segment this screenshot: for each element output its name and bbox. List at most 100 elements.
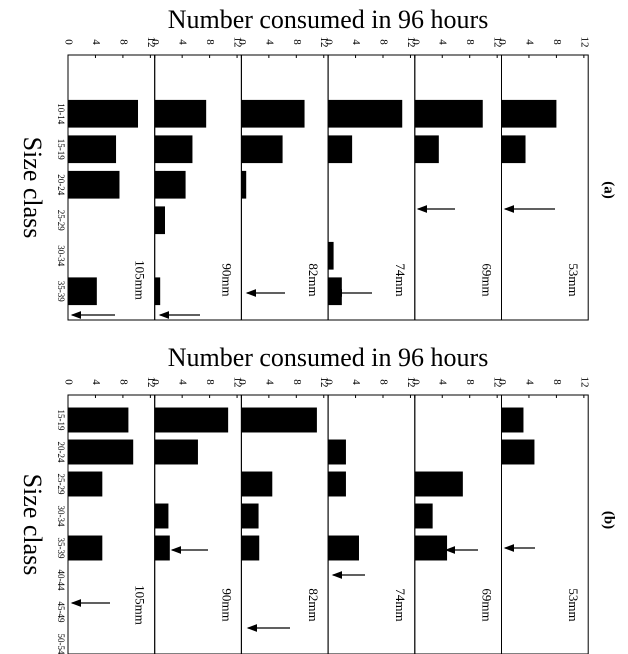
bar — [154, 439, 198, 465]
panel-label: 90mm — [219, 263, 234, 296]
bar — [414, 471, 463, 497]
x-tick-label: 0 — [62, 379, 74, 385]
bar — [328, 135, 353, 164]
category-label: 50-54 — [56, 634, 66, 654]
bar — [328, 99, 403, 128]
x-tick-label: 12 — [232, 377, 244, 388]
bar — [501, 407, 524, 433]
x-tick-label: 12 — [145, 37, 157, 48]
bar — [414, 535, 448, 561]
x-tick-label: 12 — [405, 37, 417, 48]
panel-label: 74mm — [393, 588, 408, 621]
x-tick-label: 12 — [492, 377, 504, 388]
x-tick-label: 4 — [90, 379, 102, 385]
panel-label: 105mm — [133, 260, 148, 300]
panel-frame — [501, 54, 589, 321]
bar — [68, 439, 134, 465]
x-tick-label: 4 — [177, 39, 189, 45]
x-tick-label: 4 — [177, 379, 189, 385]
category-label: 20-24 — [56, 174, 66, 195]
x-tick-label: 12 — [318, 37, 330, 48]
axis-label: Size class — [18, 474, 47, 576]
bar — [241, 99, 305, 128]
bar — [328, 535, 359, 561]
bar — [68, 99, 139, 128]
x-tick-label: 12 — [578, 377, 590, 388]
panel-label: 53mm — [566, 263, 581, 296]
x-tick-label: 4 — [523, 379, 535, 385]
x-tick-label: 8 — [291, 379, 303, 385]
arrows — [70, 205, 555, 632]
panel-frame — [501, 394, 589, 654]
x-tick-label: 4 — [523, 39, 535, 45]
panel-label: 82mm — [306, 263, 321, 296]
bar — [154, 535, 170, 561]
x-tick-label: 8 — [117, 379, 129, 385]
category-label: 20-24 — [56, 442, 66, 463]
panel-label: 105mm — [133, 585, 148, 625]
bar — [68, 135, 117, 164]
x-tick-label: 4 — [90, 39, 102, 45]
bar — [241, 407, 317, 433]
bar — [501, 99, 557, 128]
bar — [154, 503, 169, 529]
x-tick-label: 0 — [236, 39, 248, 45]
bar — [328, 277, 342, 306]
x-tick-label: 0 — [409, 39, 421, 45]
bar — [68, 277, 97, 306]
x-tick-label: 4 — [263, 39, 275, 45]
bar — [154, 135, 193, 164]
bar — [241, 135, 283, 164]
x-tick-label: 0 — [149, 379, 161, 385]
axis-label: Size class — [18, 137, 47, 239]
x-tick-label: 4 — [437, 379, 449, 385]
bar — [154, 407, 229, 433]
x-tick-label: 8 — [551, 39, 563, 45]
x-tick-label: 0 — [496, 379, 508, 385]
category-label: 15-19 — [56, 139, 66, 160]
panel-label: 69mm — [480, 588, 495, 621]
category-label: 35-39 — [56, 281, 66, 302]
category-label: 25-29 — [56, 474, 66, 495]
x-tick-label: 0 — [236, 379, 248, 385]
x-tick-label: 8 — [551, 379, 563, 385]
x-tick-label: 0 — [496, 39, 508, 45]
x-tick-label: 12 — [492, 37, 504, 48]
x-tick-label: 0 — [149, 39, 161, 45]
chart-title: Number consumed in 96 hours — [168, 343, 489, 372]
x-tick-label: 8 — [204, 39, 216, 45]
x-tick-label: 12 — [145, 377, 157, 388]
x-tick-label: 0 — [409, 379, 421, 385]
x-tick-label: 8 — [204, 379, 216, 385]
x-tick-label: 12 — [232, 37, 244, 48]
bar — [154, 277, 161, 306]
bar — [414, 503, 433, 529]
x-tick-label: 12 — [405, 377, 417, 388]
panel-label: 90mm — [219, 588, 234, 621]
category-label: 10-14 — [56, 103, 66, 124]
x-tick-label: 4 — [350, 379, 362, 385]
x-tick-label: 8 — [464, 379, 476, 385]
x-tick-label: 4 — [437, 39, 449, 45]
x-tick-label: 8 — [117, 39, 129, 45]
bar — [328, 471, 346, 497]
panel-label: 53mm — [566, 588, 581, 621]
bar — [68, 170, 120, 199]
panel-label: 69mm — [480, 263, 495, 296]
category-label: 30-34 — [56, 506, 66, 527]
x-tick-label: 8 — [464, 39, 476, 45]
x-tick-label: 8 — [291, 39, 303, 45]
bar — [68, 407, 129, 433]
bar — [154, 99, 207, 128]
x-tick-label: 12 — [578, 37, 590, 48]
bar — [68, 471, 103, 497]
bar — [241, 503, 259, 529]
x-tick-label: 8 — [377, 39, 389, 45]
category-label: 40-44 — [56, 570, 66, 591]
bar — [154, 206, 165, 235]
bar — [241, 471, 273, 497]
bar — [154, 170, 186, 199]
panel-label: 74mm — [393, 263, 408, 296]
bar — [414, 99, 483, 128]
bar — [501, 135, 526, 164]
